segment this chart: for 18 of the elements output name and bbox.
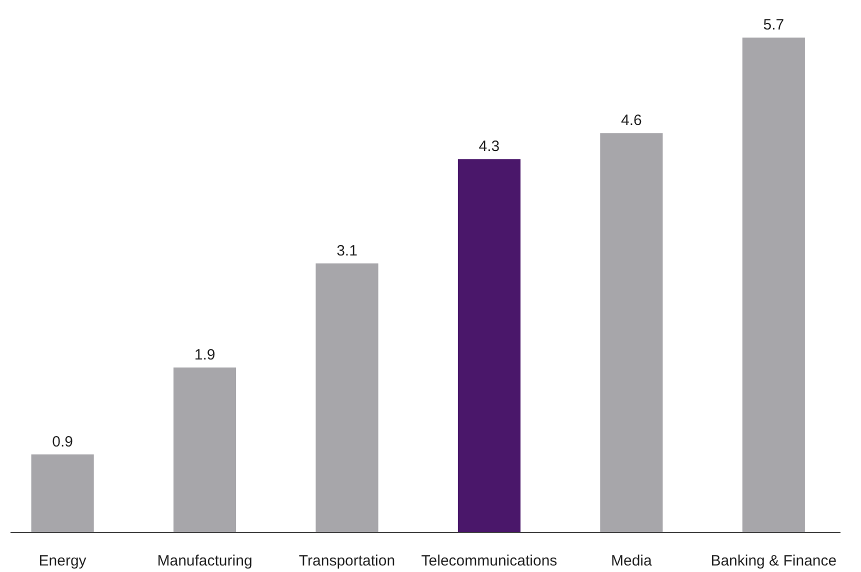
bar [742, 38, 805, 532]
bar [316, 263, 378, 532]
x-tick-label: Transportation [298, 552, 396, 570]
data-label: 4.3 [478, 138, 500, 156]
data-label: 3.1 [336, 242, 358, 260]
x-tick-label: Manufacturing [157, 552, 252, 570]
bar [31, 454, 94, 532]
x-tick-label: Energy [38, 552, 87, 570]
x-tick-label: Media [611, 552, 653, 570]
bar [173, 368, 236, 532]
data-label: 1.9 [194, 346, 216, 364]
data-label: 4.6 [621, 112, 642, 130]
x-tick-label: Telecommunications [421, 552, 558, 570]
bar [458, 159, 521, 532]
data-label: 5.7 [763, 16, 784, 34]
data-label: 0.9 [52, 433, 73, 450]
bar [600, 133, 663, 532]
x-tick-label: Banking & Finance [710, 552, 837, 570]
